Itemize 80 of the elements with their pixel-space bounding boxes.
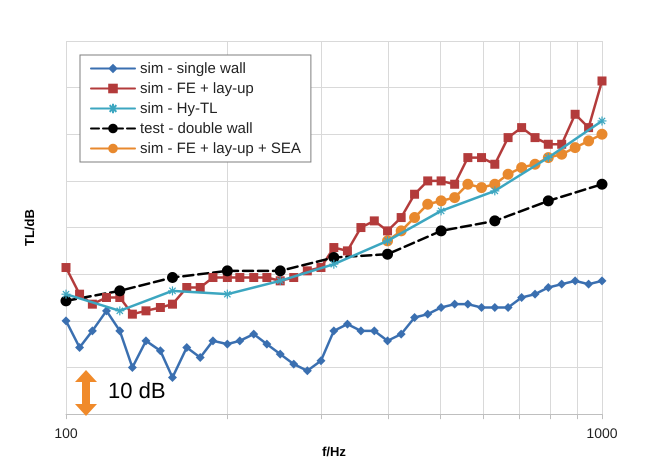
point <box>436 303 446 312</box>
point <box>584 280 594 289</box>
point <box>115 326 124 336</box>
point <box>342 320 352 329</box>
point <box>530 133 540 142</box>
x-axis-title: f/Hz <box>322 444 346 459</box>
x-tick-label: 1000 <box>586 425 618 442</box>
point <box>208 336 218 346</box>
point <box>477 153 486 162</box>
point <box>60 289 72 300</box>
point <box>410 190 420 199</box>
point <box>316 356 326 366</box>
legend-label: test - double wall <box>140 120 253 137</box>
point <box>168 300 177 309</box>
legend-label: sim - single wall <box>140 60 246 77</box>
point <box>235 336 244 346</box>
point <box>504 303 513 312</box>
point <box>423 310 432 319</box>
point <box>598 276 606 286</box>
point <box>490 303 500 312</box>
point <box>450 300 460 309</box>
x-tick-label: 100 <box>54 425 78 442</box>
y-axis-title: TL/dB <box>22 209 37 246</box>
point <box>490 160 500 169</box>
point <box>463 153 472 162</box>
point <box>88 326 97 336</box>
point <box>302 366 312 376</box>
point <box>557 280 566 289</box>
point <box>222 340 232 349</box>
point <box>276 350 285 359</box>
point <box>141 336 150 346</box>
point <box>182 342 192 352</box>
point <box>249 330 258 339</box>
point <box>356 326 366 336</box>
point <box>570 276 580 286</box>
point <box>530 290 540 299</box>
point <box>436 176 446 186</box>
point <box>196 352 205 362</box>
point <box>156 346 165 356</box>
point <box>102 293 111 302</box>
legend-label: sim - Hy-TL <box>140 100 218 117</box>
point <box>356 223 366 232</box>
point <box>450 180 460 189</box>
point <box>598 76 606 86</box>
point <box>168 372 177 382</box>
point <box>289 360 298 369</box>
legend-label: sim - FE + lay-up <box>140 80 254 97</box>
point <box>141 306 150 316</box>
point <box>262 340 272 349</box>
point <box>423 176 432 186</box>
point <box>128 362 137 372</box>
legend-label: sim - FE + lay-up + SEA <box>140 140 301 157</box>
point <box>544 283 553 292</box>
point <box>570 110 580 119</box>
point <box>208 273 218 282</box>
point <box>396 213 406 222</box>
point <box>329 243 338 252</box>
point <box>62 263 70 272</box>
point <box>396 330 406 339</box>
point <box>517 123 526 132</box>
point <box>196 283 205 292</box>
point <box>370 216 379 226</box>
point <box>235 273 244 282</box>
point <box>370 326 379 336</box>
point <box>128 310 137 319</box>
point <box>517 293 526 302</box>
point <box>383 336 392 346</box>
point <box>262 273 272 282</box>
point <box>410 312 420 322</box>
point <box>544 140 553 149</box>
point <box>463 300 472 309</box>
point <box>249 273 258 282</box>
point <box>75 342 84 352</box>
point <box>62 316 70 326</box>
annotation: 10 dB <box>108 378 166 404</box>
point <box>342 246 352 256</box>
point <box>504 133 513 142</box>
point <box>329 326 338 336</box>
point <box>156 303 165 312</box>
point <box>383 226 392 236</box>
